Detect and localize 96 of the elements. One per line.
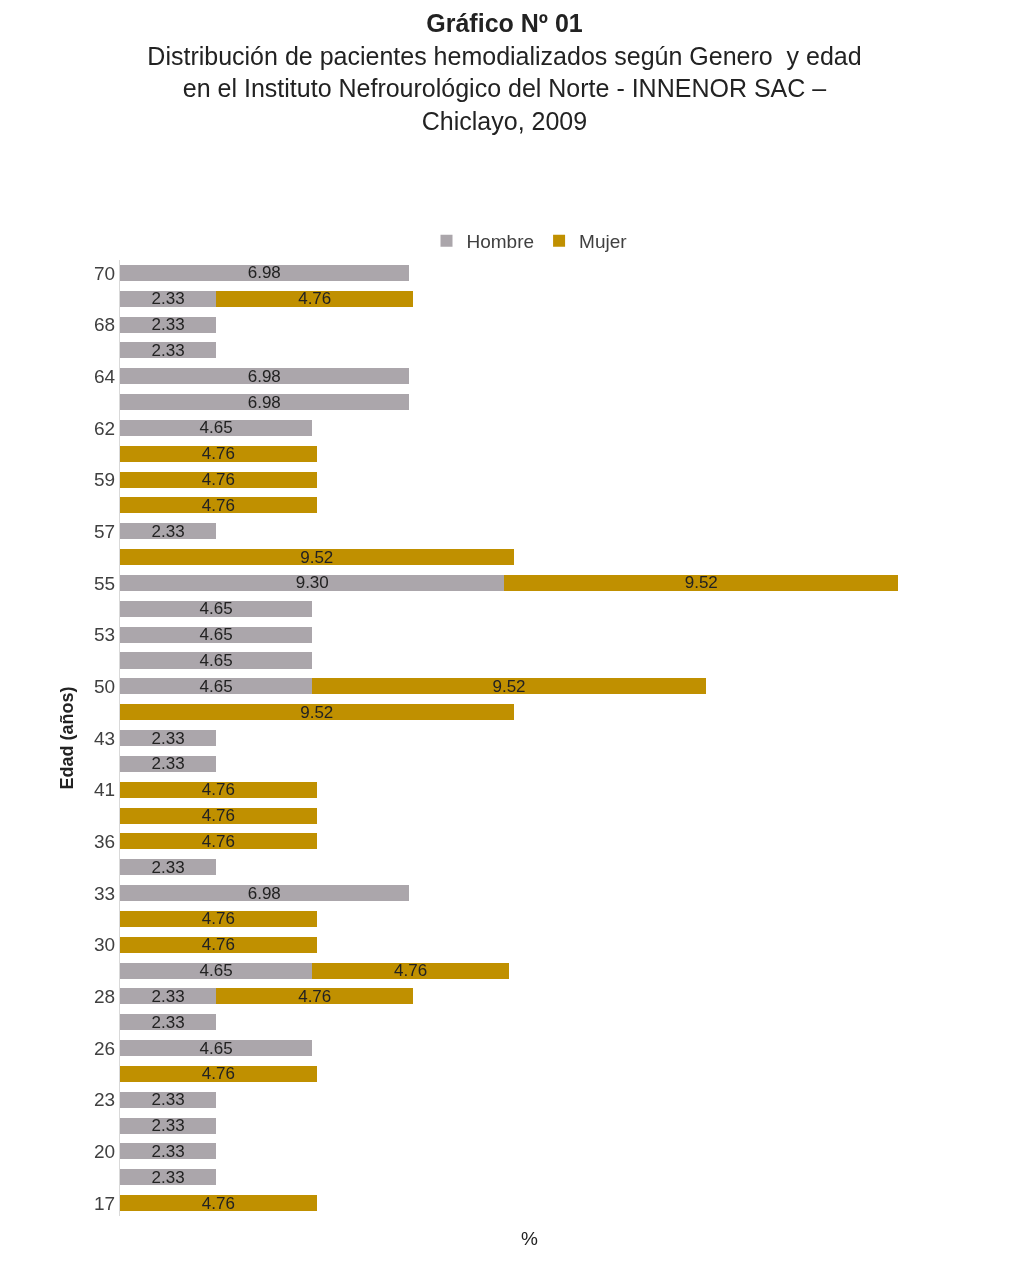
data-label: 4.65 [199,676,233,696]
y-tick-label: 20 [94,1141,116,1163]
data-label: 4.76 [201,495,235,515]
y-tick-label: 50 [94,675,116,697]
data-label: 4.65 [199,418,233,438]
y-tick-label: 41 [94,779,116,801]
data-label: 2.33 [151,1090,185,1110]
y-axis-title: Edad (años) [57,686,78,790]
data-label: 9.52 [684,573,718,593]
bar [216,988,414,1005]
data-label: 4.76 [201,1193,235,1213]
chart-title: Gráfico Nº 01 [426,9,583,38]
x-axis-title: % [521,1227,539,1249]
data-label: 2.33 [151,315,185,335]
y-tick-label: 55 [94,572,116,594]
bar [120,600,313,617]
data-label: 2.33 [151,289,185,309]
data-label: 6.98 [247,263,281,283]
bar [120,368,409,385]
data-label: 2.33 [151,728,185,748]
data-label: 2.33 [151,340,185,360]
data-label: 4.76 [201,806,235,826]
bar [120,445,317,462]
data-label: 9.52 [300,547,334,567]
data-label: 4.76 [201,444,235,464]
data-label: 4.76 [394,961,428,981]
y-tick-label: 17 [94,1192,116,1214]
bar [120,704,514,721]
bar [120,264,409,281]
data-label: 6.98 [247,883,281,903]
data-label: 4.76 [201,470,235,490]
y-tick-label: 64 [94,365,116,387]
data-label: 4.76 [298,289,332,309]
data-label: 6.98 [247,392,281,412]
bar [120,1040,313,1057]
bar [120,419,313,436]
bar [120,549,514,566]
data-label: 2.33 [151,754,185,774]
data-label: 2.33 [151,857,185,877]
data-label: 2.33 [151,1167,185,1187]
data-label: 2.33 [151,1012,185,1032]
data-label: 2.33 [151,521,185,541]
y-tick-label: 26 [94,1037,116,1059]
bar [120,833,317,850]
data-label: 4.76 [201,909,235,929]
data-label: 4.76 [201,831,235,851]
y-tick-label: 59 [94,469,116,491]
data-label: 2.33 [151,1116,185,1136]
y-tick-label: 68 [94,314,116,336]
y-tick-label: 70 [94,262,116,284]
bar [120,885,409,902]
bar [120,652,313,669]
bar [120,1065,317,1082]
bar [120,781,317,798]
chart-subtitle: Distribución de pacientes hemodializados según Genero y edad en el Instituto Nefrourológico del Norte - INNENOR SAC – Chiclayo, 2009 [147,41,862,135]
data-label: 4.76 [298,986,332,1006]
data-label: 6.98 [247,366,281,386]
data-label: 4.76 [201,780,235,800]
data-label: 9.52 [492,676,526,696]
bar [120,574,505,591]
bar [120,497,317,514]
data-label: 9.52 [300,702,334,722]
bar [120,962,313,979]
y-tick-label: 57 [94,520,116,542]
bar [216,290,414,307]
legend-label: Hombre [466,231,535,253]
data-label: 4.65 [199,650,233,670]
bar [504,574,899,591]
data-label: 9.30 [295,573,329,593]
y-tick-label: 43 [94,727,116,749]
data-label: 2.33 [151,986,185,1006]
bar [120,678,313,695]
data-label: 4.76 [201,935,235,955]
y-tick-label: 36 [94,831,116,852]
bar [312,962,510,979]
data-label: 4.65 [199,625,233,645]
data-label: 4.65 [199,961,233,981]
bar [312,678,706,695]
data-label: 4.65 [199,599,233,619]
bar [120,807,317,824]
bar [120,1195,317,1212]
y-tick-label: 53 [94,624,116,646]
data-label: 2.33 [151,1141,185,1161]
bar [120,394,409,411]
y-tick-label: 28 [94,986,116,1008]
y-tick-label: 62 [94,417,116,439]
y-tick-label: 30 [94,934,116,956]
bar [120,471,317,488]
data-label: 4.65 [199,1038,233,1058]
legend-label: Mujer [579,231,628,253]
y-tick-label: 23 [94,1089,116,1111]
data-label: 4.76 [201,1064,235,1084]
bar [120,626,313,643]
y-tick-label: 33 [94,882,116,904]
bar [120,910,317,927]
bar [120,936,317,953]
